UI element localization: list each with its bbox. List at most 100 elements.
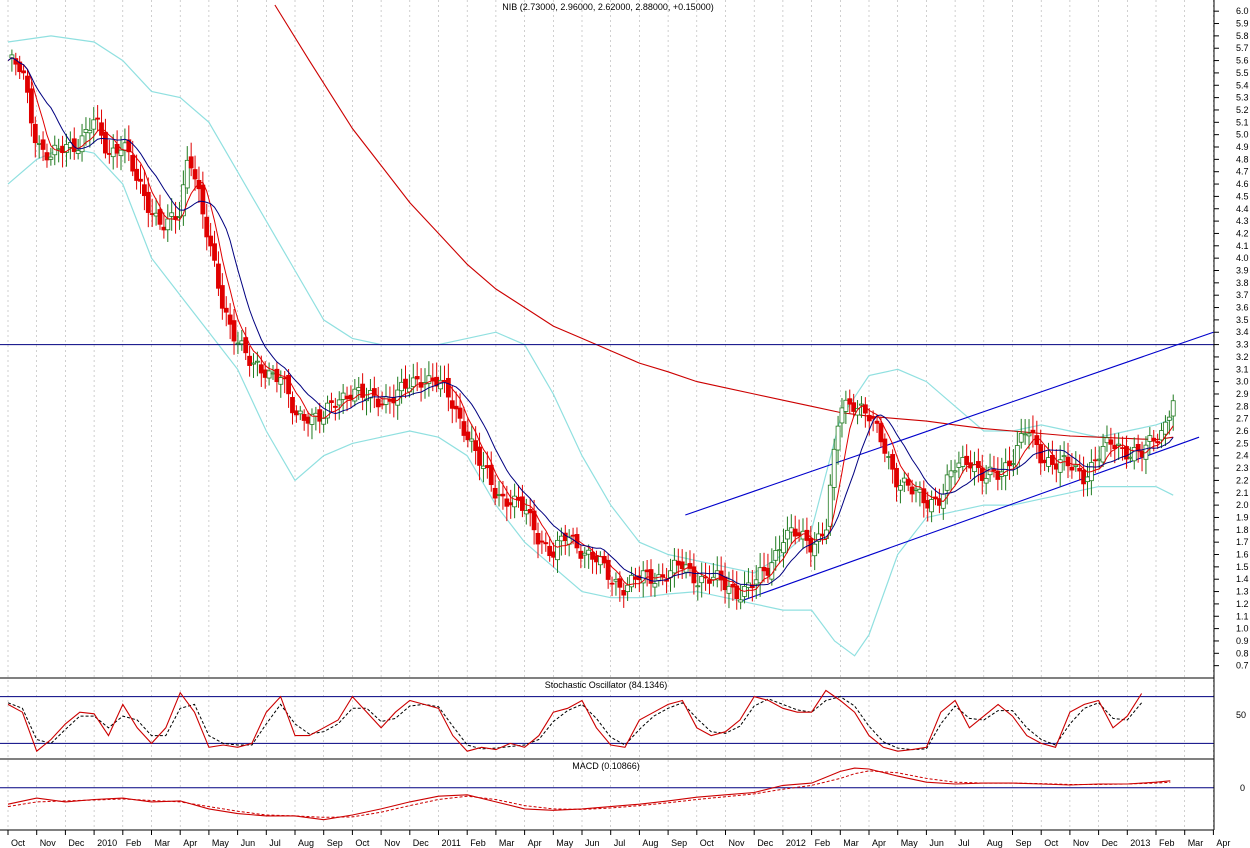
- candle: [905, 472, 911, 492]
- candle-body: [590, 551, 595, 560]
- macd-signal-line: [7, 770, 1171, 818]
- x-tick-label-Nov: Nov: [384, 838, 401, 848]
- candle: [738, 585, 744, 610]
- candle: [1073, 451, 1079, 472]
- candle-body: [551, 551, 556, 558]
- candle: [44, 143, 50, 168]
- candle: [243, 327, 249, 360]
- y-tick-label-2.8: 2.8: [1236, 401, 1249, 411]
- lower-bollinger-band: [7, 146, 1174, 657]
- candle: [169, 198, 175, 231]
- candle-body: [820, 533, 825, 537]
- candle-body: [1155, 441, 1161, 444]
- candle: [247, 346, 253, 377]
- candle-body: [613, 578, 619, 582]
- y-tick-label-3.0: 3.0: [1236, 377, 1249, 387]
- candle: [617, 571, 623, 602]
- candle-body: [321, 417, 327, 425]
- candle-body: [286, 374, 291, 395]
- stochastic-tick-50: 50: [1236, 710, 1246, 720]
- candle-body: [508, 502, 514, 506]
- candle: [461, 406, 467, 443]
- candle-body: [239, 340, 245, 345]
- x-tick-label-Apr: Apr: [183, 838, 197, 848]
- candle-body: [266, 370, 272, 379]
- y-tick-label-4.0: 4.0: [1236, 253, 1249, 263]
- candle-body: [496, 494, 502, 496]
- y-tick-label-4.7: 4.7: [1236, 167, 1249, 177]
- candle: [707, 565, 712, 595]
- x-tick-label-Mar: Mar: [155, 838, 171, 848]
- candle-body: [785, 529, 790, 540]
- candle-body: [1096, 458, 1102, 461]
- candle-body: [465, 431, 471, 441]
- candle: [286, 368, 291, 408]
- y-tick-label-3.7: 3.7: [1236, 290, 1249, 300]
- candle: [1069, 453, 1075, 479]
- candle: [71, 127, 77, 160]
- candle-body: [145, 191, 151, 213]
- y-tick-label-6.0: 6.0: [1236, 6, 1249, 16]
- candle-body: [625, 584, 631, 592]
- candle-body: [500, 493, 506, 497]
- candle: [309, 408, 315, 440]
- candle: [512, 483, 518, 519]
- y-tick-label-1.0: 1.0: [1236, 624, 1249, 634]
- candle: [1061, 441, 1067, 471]
- x-tick-label-Dec: Dec: [757, 838, 774, 848]
- candle: [266, 362, 272, 386]
- x-tick-label-2011: 2011: [442, 838, 461, 848]
- candle-body: [360, 383, 366, 398]
- candle-body: [95, 117, 101, 120]
- candle-body: [169, 212, 175, 217]
- candle: [874, 414, 880, 433]
- candle: [188, 142, 194, 177]
- candle: [488, 451, 494, 492]
- candle-body: [843, 399, 849, 412]
- x-tick-label-Feb: Feb: [815, 838, 831, 848]
- candle-body: [582, 552, 588, 556]
- candle: [227, 303, 233, 340]
- candle: [216, 251, 221, 296]
- candle: [469, 424, 475, 453]
- candle: [921, 480, 927, 518]
- y-tick-label-1.4: 1.4: [1236, 574, 1249, 584]
- candle: [878, 417, 884, 448]
- candle-body: [1034, 435, 1040, 446]
- medium-moving-average: [7, 57, 1174, 587]
- candle-body: [816, 533, 821, 542]
- x-tick-label-Oct: Oct: [1044, 838, 1059, 848]
- candle-body: [913, 488, 919, 491]
- candle: [40, 131, 46, 162]
- stochastic-marks: [0, 689, 1214, 753]
- x-tick-label-Sep: Sep: [671, 838, 687, 848]
- candle-body: [461, 421, 467, 436]
- candle-body: [757, 567, 763, 584]
- candle: [223, 296, 229, 327]
- macd-marks: [0, 767, 1214, 821]
- candle: [855, 400, 860, 425]
- candle-body: [243, 337, 249, 354]
- x-tick-label-Nov: Nov: [729, 838, 746, 848]
- x-tick-label-Nov: Nov: [1073, 838, 1090, 848]
- candle: [1050, 440, 1055, 475]
- candle-body: [1159, 430, 1164, 441]
- candle-body: [1112, 444, 1118, 450]
- candle: [28, 81, 34, 137]
- y-tick-label-3.8: 3.8: [1236, 278, 1249, 288]
- candle-body: [110, 147, 116, 158]
- price-title: NIB (2.73000, 2.96000, 2.62000, 2.88000,…: [502, 2, 713, 12]
- candle-body: [765, 567, 771, 576]
- candle-body: [621, 590, 627, 596]
- candle-body: [184, 159, 190, 189]
- candle: [726, 571, 732, 609]
- candle-body: [118, 149, 124, 157]
- candle-body: [773, 550, 779, 561]
- candle: [1131, 437, 1137, 470]
- x-tick-label-Feb: Feb: [1159, 838, 1175, 848]
- candle-body: [1077, 467, 1083, 472]
- candle-body: [504, 498, 510, 507]
- candle-body: [410, 377, 416, 387]
- candle: [297, 405, 303, 421]
